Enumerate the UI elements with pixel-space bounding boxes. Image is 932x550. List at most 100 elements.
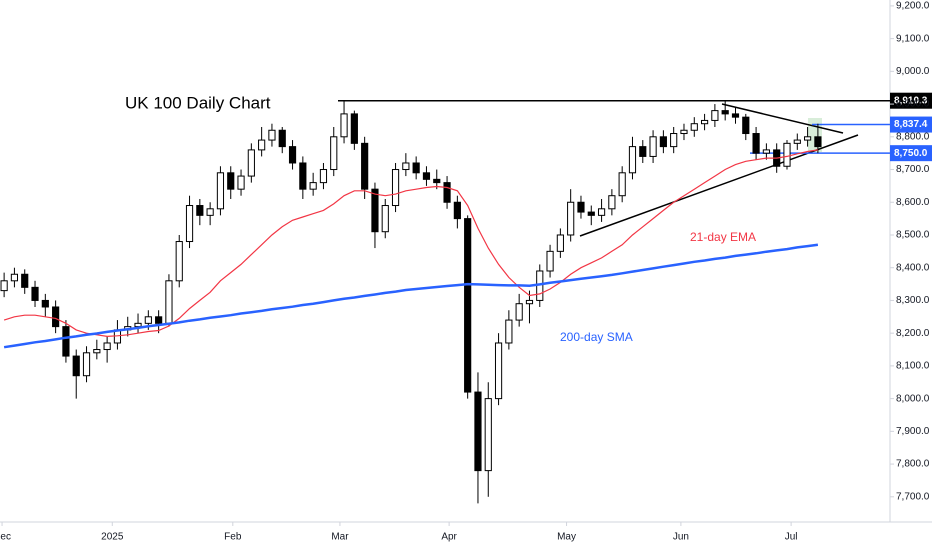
y-tick-label: 8,700.0 bbox=[896, 164, 930, 175]
candle-body bbox=[0, 280, 8, 292]
candle-body bbox=[670, 133, 678, 148]
candle-body bbox=[144, 316, 152, 324]
candle-body bbox=[690, 123, 698, 131]
series-line bbox=[3, 149, 818, 338]
series-line bbox=[3, 243, 819, 349]
y-tick-label: 9,000.0 bbox=[896, 66, 930, 77]
candle-body bbox=[350, 113, 358, 144]
candle-body bbox=[505, 319, 513, 344]
candle-body bbox=[546, 250, 554, 272]
candle-body bbox=[814, 136, 822, 148]
candle-body bbox=[391, 169, 400, 207]
candle-body bbox=[731, 113, 740, 118]
candle-body bbox=[433, 178, 441, 184]
trendline-lower bbox=[579, 134, 859, 237]
level-label: 8,750.0 bbox=[894, 148, 928, 159]
x-tick-label: Jul bbox=[785, 532, 798, 543]
candle-body bbox=[103, 342, 111, 351]
x-tick-label: Feb bbox=[224, 532, 242, 543]
candle-body bbox=[309, 182, 317, 190]
trendline-upper bbox=[721, 103, 844, 134]
x-tick-label: Dec bbox=[0, 532, 11, 543]
series-label: 21-day EMA bbox=[690, 230, 756, 244]
candle-body bbox=[185, 205, 194, 243]
y-tick-label: 9,100.0 bbox=[896, 33, 930, 44]
candle-body bbox=[340, 113, 348, 138]
level-label: 8,910.3 bbox=[894, 95, 928, 106]
candle-body bbox=[155, 316, 163, 324]
candle-body bbox=[608, 195, 616, 210]
candle-body bbox=[412, 162, 420, 174]
candle-body bbox=[52, 306, 60, 328]
level-box bbox=[890, 92, 932, 109]
level-box bbox=[890, 145, 932, 162]
candle-body bbox=[525, 299, 534, 305]
candle-body bbox=[721, 110, 729, 115]
candle-body bbox=[597, 208, 606, 216]
candle-body bbox=[464, 218, 472, 393]
candle-body bbox=[711, 110, 719, 121]
y-tick-label: 7,800.0 bbox=[896, 459, 930, 470]
candle-body bbox=[567, 201, 575, 236]
candle-body bbox=[494, 342, 503, 400]
candle-body bbox=[628, 146, 637, 174]
candle-body bbox=[700, 119, 709, 125]
y-tick-label: 8,600.0 bbox=[896, 197, 930, 208]
candle-body bbox=[783, 142, 791, 167]
candle-body bbox=[268, 129, 276, 141]
candle-body bbox=[556, 234, 564, 252]
candle-body bbox=[381, 205, 389, 233]
candle-body bbox=[762, 149, 770, 154]
candle-body bbox=[10, 273, 19, 282]
candle-body bbox=[742, 116, 750, 135]
candle-body bbox=[371, 188, 379, 233]
y-tick-label: 7,700.0 bbox=[896, 491, 930, 502]
level-label: 8,837.4 bbox=[894, 119, 928, 130]
y-tick-label: 8,300.0 bbox=[896, 295, 930, 306]
candle-body bbox=[453, 201, 461, 220]
candle-body bbox=[659, 136, 667, 148]
candle-body bbox=[31, 286, 39, 301]
candle-body bbox=[216, 172, 225, 210]
candle-body bbox=[258, 139, 266, 151]
candle-body bbox=[330, 136, 338, 171]
candle-body bbox=[515, 303, 523, 321]
chart-title: UK 100 Daily Chart bbox=[125, 93, 271, 112]
x-tick-label: Jun bbox=[673, 532, 689, 543]
x-tick-label: May bbox=[557, 532, 576, 543]
candle-body bbox=[278, 129, 286, 148]
candle-body bbox=[62, 326, 70, 357]
candle-body bbox=[93, 349, 101, 354]
series-label: 200-day SMA bbox=[560, 330, 633, 344]
candle-body bbox=[577, 201, 585, 213]
y-tick-label: 8,200.0 bbox=[896, 328, 930, 339]
y-tick-label: 8,900.0 bbox=[896, 99, 930, 110]
y-tick-label: 8,000.0 bbox=[896, 393, 930, 404]
candle-body bbox=[72, 355, 80, 377]
x-tick-label: Apr bbox=[441, 532, 457, 543]
candle-body bbox=[361, 142, 369, 190]
candle-body bbox=[21, 273, 29, 288]
candle-body bbox=[247, 149, 255, 177]
candle-body bbox=[41, 299, 49, 308]
candle-body bbox=[206, 208, 214, 216]
candle-body bbox=[134, 322, 142, 328]
candle-body bbox=[618, 172, 626, 197]
candle-body bbox=[402, 162, 410, 171]
candle-body bbox=[422, 172, 431, 180]
candles bbox=[0, 100, 822, 504]
candle-body bbox=[587, 211, 595, 216]
candle-body bbox=[752, 133, 760, 154]
candle-body bbox=[227, 172, 235, 190]
y-tick-label: 8,800.0 bbox=[896, 131, 930, 142]
y-tick-label: 8,500.0 bbox=[896, 230, 930, 241]
candle-body bbox=[299, 162, 307, 190]
candle-body bbox=[175, 241, 183, 282]
x-tick-label: Mar bbox=[331, 532, 349, 543]
candle-body bbox=[793, 139, 801, 144]
candle-body bbox=[288, 146, 297, 164]
candle-body bbox=[237, 175, 245, 190]
candle-body bbox=[680, 129, 688, 135]
